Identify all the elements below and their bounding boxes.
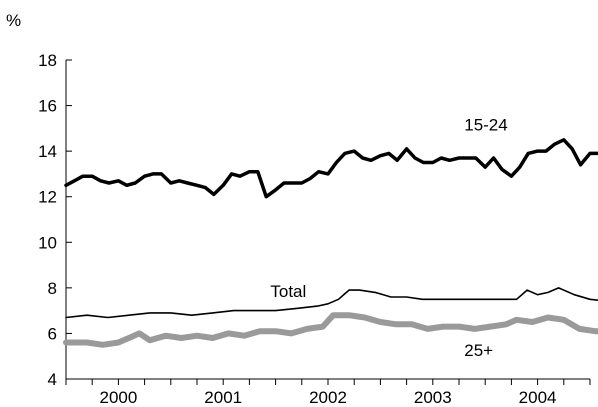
y-axis-unit-label: % <box>6 11 21 30</box>
x-axis: 2000 2001 2002 2003 2004 <box>65 378 591 407</box>
y-tick-label: 4 <box>48 370 57 389</box>
x-tick-label: 2002 <box>309 388 347 407</box>
y-tick-label: 16 <box>38 97 57 116</box>
series-label-25-plus: 25+ <box>464 341 493 360</box>
series-line-25-plus <box>63 312 598 348</box>
series-line-15-24 <box>64 138 598 199</box>
y-axis: 4 6 8 10 12 14 16 18 <box>38 51 72 389</box>
x-tick-label: 2001 <box>204 388 242 407</box>
series-line-Total <box>65 287 598 319</box>
series-lines <box>63 138 598 348</box>
y-tick-label: 18 <box>38 51 57 70</box>
y-tick-label: 6 <box>48 324 57 343</box>
series-label-15-24: 15-24 <box>464 116 507 135</box>
y-tick-label: 14 <box>38 142 57 161</box>
y-tick-label: 12 <box>38 188 57 207</box>
y-tick-label: 10 <box>38 233 57 252</box>
x-tick-label: 2004 <box>519 388 557 407</box>
y-tick-label: 8 <box>48 279 57 298</box>
series-label-total: Total <box>270 282 306 301</box>
x-tick-label: 2000 <box>99 388 137 407</box>
x-tick-label: 2003 <box>414 388 452 407</box>
